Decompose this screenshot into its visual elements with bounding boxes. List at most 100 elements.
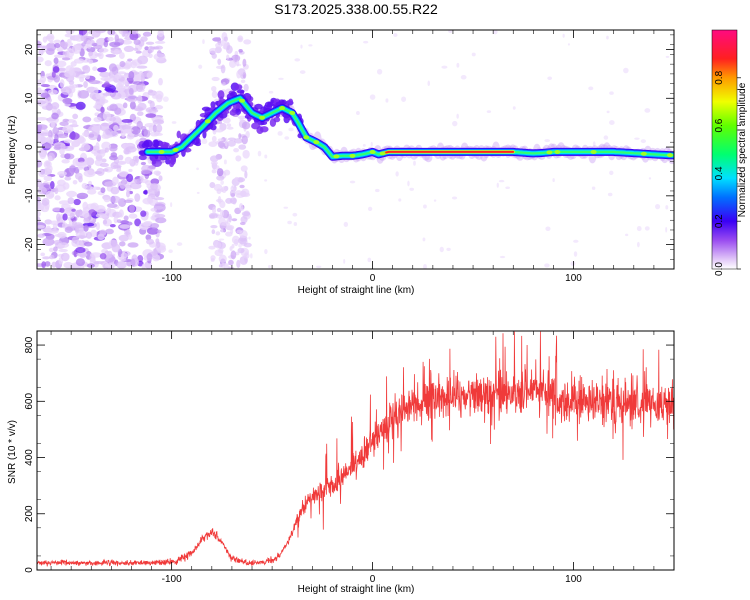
x-tick-label: 0 bbox=[370, 273, 376, 284]
noise-blob bbox=[222, 117, 231, 124]
noise-blob bbox=[446, 247, 451, 251]
ridge-hotspot bbox=[158, 149, 165, 154]
noise-blob bbox=[665, 205, 669, 210]
noise-blob bbox=[230, 250, 237, 260]
noise-blob bbox=[609, 120, 615, 126]
noise-blob bbox=[257, 150, 262, 157]
noise-blob bbox=[144, 46, 150, 51]
noise-blob bbox=[59, 121, 69, 127]
noise-blob bbox=[176, 242, 183, 246]
noise-blob bbox=[52, 66, 60, 73]
noise-blob bbox=[117, 85, 126, 92]
noise-blob bbox=[588, 86, 594, 91]
noise-blob bbox=[87, 188, 97, 195]
noise-blob bbox=[42, 237, 55, 247]
snr-axes-ticks: -100 0 100 0 200 400 600 800 bbox=[24, 330, 675, 585]
colorbar-tick-label: 0.6 bbox=[714, 118, 725, 132]
noise-blob bbox=[146, 253, 153, 261]
ridge-hotspot bbox=[279, 106, 286, 111]
noise-blob bbox=[146, 238, 155, 245]
noise-blob bbox=[370, 141, 373, 147]
noise-blob bbox=[512, 106, 516, 110]
y-tick-label: -20 bbox=[24, 237, 35, 252]
noise-blob bbox=[43, 175, 53, 182]
noise-blob bbox=[93, 30, 106, 34]
noise-blob bbox=[226, 123, 232, 127]
noise-blob bbox=[237, 35, 244, 43]
noise-blob bbox=[60, 252, 70, 262]
noise-blob bbox=[42, 36, 48, 43]
noise-blob bbox=[48, 193, 55, 198]
noise-blob bbox=[100, 187, 106, 194]
noise-blob bbox=[239, 221, 246, 226]
noise-blob bbox=[158, 175, 163, 182]
x-tick-label: 0 bbox=[370, 574, 376, 585]
noise-blob bbox=[238, 237, 247, 245]
noise-blob bbox=[486, 110, 492, 113]
noise-blob bbox=[54, 195, 61, 201]
ridge-scatter bbox=[264, 101, 274, 108]
noise-blob bbox=[39, 151, 47, 160]
noise-blob bbox=[56, 108, 61, 116]
noise-blob bbox=[49, 220, 60, 226]
noise-blob bbox=[104, 147, 110, 153]
noise-blob bbox=[456, 113, 459, 119]
spectrogram-ridge bbox=[137, 82, 674, 168]
noise-blob bbox=[362, 144, 366, 147]
noise-blob bbox=[59, 207, 65, 213]
noise-blob bbox=[154, 90, 164, 100]
noise-blob bbox=[232, 187, 237, 192]
noise-blob bbox=[99, 71, 111, 78]
colorbar: 0.0 0.2 0.4 0.6 0.8 Normalized spectral ampl… bbox=[711, 29, 748, 276]
noise-blob bbox=[95, 213, 107, 219]
noise-blob bbox=[636, 241, 640, 248]
noise-blob bbox=[82, 116, 92, 123]
noise-blob bbox=[101, 83, 112, 87]
noise-blob bbox=[116, 261, 127, 269]
y-tick-label: 800 bbox=[24, 336, 35, 353]
noise-blob bbox=[124, 156, 133, 164]
y-tick-label: 20 bbox=[24, 44, 35, 56]
noise-blob bbox=[225, 224, 235, 231]
noise-blob bbox=[242, 58, 247, 67]
noise-blob bbox=[126, 221, 133, 226]
ridge-hotspot bbox=[554, 149, 561, 154]
noise-blob bbox=[407, 180, 410, 187]
noise-blob bbox=[58, 248, 68, 253]
ridge-hotspot bbox=[289, 110, 296, 115]
noise-blob bbox=[116, 219, 122, 224]
noise-blob bbox=[51, 71, 56, 78]
noise-blob bbox=[61, 57, 71, 61]
noise-blob bbox=[92, 66, 98, 71]
noise-blob bbox=[81, 42, 86, 47]
noise-blob bbox=[220, 180, 224, 185]
noise-blob bbox=[62, 125, 74, 134]
noise-blob bbox=[226, 54, 230, 60]
ridge-hotspot bbox=[313, 140, 320, 145]
noise-blob bbox=[201, 138, 208, 144]
noise-blob bbox=[147, 90, 158, 96]
noise-blob bbox=[244, 170, 248, 179]
noise-blob bbox=[38, 169, 47, 178]
noise-blob bbox=[395, 171, 399, 177]
noise-blob bbox=[152, 254, 161, 262]
ridge-hotspot bbox=[546, 150, 553, 155]
noise-blob bbox=[43, 184, 50, 189]
ridge-scatter bbox=[202, 130, 207, 139]
noise-blob bbox=[152, 248, 158, 257]
noise-blob bbox=[60, 143, 66, 150]
ridge-scatter bbox=[169, 159, 175, 168]
noise-blob bbox=[109, 41, 121, 48]
noise-blob bbox=[239, 206, 245, 211]
noise-blob bbox=[126, 173, 134, 183]
noise-blob bbox=[72, 120, 78, 128]
noise-blob bbox=[218, 264, 223, 268]
noise-blob bbox=[218, 238, 225, 241]
ridge-hotspot bbox=[590, 149, 597, 154]
noise-blob bbox=[52, 127, 60, 135]
noise-blob bbox=[56, 60, 67, 68]
colorbar-tick-label: 0.4 bbox=[714, 166, 725, 180]
noise-blob bbox=[71, 208, 76, 212]
noise-blob bbox=[149, 100, 155, 109]
noise-blob bbox=[44, 261, 51, 267]
